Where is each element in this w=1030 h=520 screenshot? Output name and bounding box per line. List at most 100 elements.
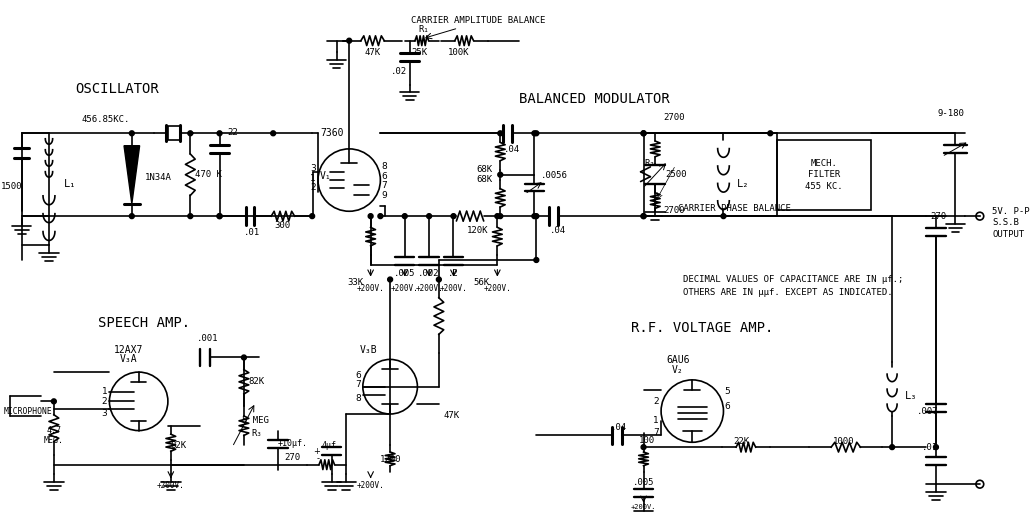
Text: 5 MEG: 5 MEG — [242, 417, 269, 425]
Text: L₃: L₃ — [904, 392, 918, 401]
Text: R₃: R₃ — [251, 429, 263, 438]
Bar — [777, 140, 870, 210]
Text: 1: 1 — [310, 174, 316, 183]
Text: 270: 270 — [930, 212, 946, 221]
Circle shape — [497, 131, 503, 136]
Text: 4.7: 4.7 — [46, 426, 62, 435]
Text: DECIMAL VALUES OF CAPACITANCE ARE IN μf.;: DECIMAL VALUES OF CAPACITANCE ARE IN μf.… — [683, 275, 903, 284]
Circle shape — [641, 131, 646, 136]
Text: 6: 6 — [724, 402, 730, 411]
Text: +: + — [313, 447, 320, 456]
Circle shape — [241, 355, 246, 360]
Text: .04: .04 — [611, 423, 627, 432]
Text: MICROPHONE: MICROPHONE — [3, 407, 52, 415]
Circle shape — [217, 214, 222, 218]
Text: R₂: R₂ — [645, 159, 655, 167]
Text: 470 K: 470 K — [195, 170, 222, 179]
Circle shape — [641, 445, 646, 450]
Circle shape — [641, 214, 646, 218]
Circle shape — [534, 214, 539, 218]
Text: V₃A: V₃A — [121, 354, 138, 365]
Text: 9-180: 9-180 — [937, 109, 964, 118]
Text: 4µf.: 4µf. — [321, 441, 342, 450]
Circle shape — [721, 214, 726, 218]
Text: 8: 8 — [355, 394, 360, 403]
Circle shape — [217, 131, 222, 136]
Text: L₁: L₁ — [64, 179, 76, 189]
Text: 8: 8 — [381, 162, 387, 171]
Text: .01: .01 — [244, 228, 260, 237]
Text: +200V.: +200V. — [157, 481, 184, 490]
Bar — [168, 126, 179, 140]
Text: 68K: 68K — [476, 175, 492, 184]
Text: 456.85KC.: 456.85KC. — [81, 115, 130, 124]
Circle shape — [451, 214, 456, 218]
Text: 7: 7 — [653, 428, 659, 437]
Circle shape — [387, 277, 392, 282]
Text: .001: .001 — [197, 334, 218, 343]
Circle shape — [347, 38, 351, 43]
Text: FILTER: FILTER — [808, 170, 840, 179]
Circle shape — [531, 131, 537, 136]
Circle shape — [494, 214, 500, 218]
Circle shape — [497, 214, 503, 218]
Text: L₂: L₂ — [737, 179, 750, 189]
Text: 270: 270 — [284, 453, 301, 462]
Text: 47K: 47K — [365, 48, 381, 58]
Text: 1N34A: 1N34A — [144, 173, 171, 181]
Text: 12AX7: 12AX7 — [114, 345, 143, 355]
Text: .01: .01 — [922, 443, 938, 452]
Circle shape — [641, 214, 646, 218]
Text: +200V.: +200V. — [356, 284, 384, 293]
Text: 47K: 47K — [444, 411, 459, 421]
Text: 1000: 1000 — [832, 437, 854, 446]
Text: 22: 22 — [228, 128, 238, 137]
Text: .007: .007 — [917, 407, 938, 415]
Text: 1500: 1500 — [1, 183, 23, 191]
Circle shape — [130, 214, 134, 218]
Text: +200V.: +200V. — [356, 481, 384, 490]
Text: 6: 6 — [381, 172, 387, 180]
Circle shape — [437, 277, 441, 282]
Circle shape — [52, 399, 57, 404]
Text: V₂: V₂ — [672, 365, 684, 375]
Text: 7: 7 — [355, 380, 360, 389]
Text: 5: 5 — [724, 387, 730, 396]
Text: 3: 3 — [102, 409, 107, 418]
Text: CARRIER PHASE BALANCE: CARRIER PHASE BALANCE — [678, 204, 791, 213]
Circle shape — [641, 131, 646, 136]
Text: R.F. VOLTAGE AMP.: R.F. VOLTAGE AMP. — [630, 321, 774, 335]
Text: .005: .005 — [394, 269, 415, 278]
Circle shape — [378, 214, 383, 218]
Text: .02: .02 — [390, 68, 407, 76]
Text: 100K: 100K — [448, 48, 469, 58]
Text: .2: .2 — [448, 269, 458, 278]
Text: S.S.B: S.S.B — [993, 218, 1020, 227]
Text: +200V.: +200V. — [440, 284, 468, 293]
Text: .002: .002 — [418, 269, 440, 278]
Text: 68K: 68K — [476, 165, 492, 174]
Text: .0056: .0056 — [541, 171, 569, 179]
Circle shape — [187, 131, 193, 136]
Text: 120K: 120K — [467, 226, 488, 235]
Text: +10µf.: +10µf. — [278, 439, 308, 448]
Text: BALANCED MODULATOR: BALANCED MODULATOR — [519, 92, 671, 106]
Circle shape — [534, 131, 539, 136]
Text: 3: 3 — [310, 164, 316, 173]
Text: +200V.: +200V. — [415, 284, 443, 293]
Circle shape — [534, 257, 539, 263]
Circle shape — [933, 445, 938, 450]
Text: -: - — [317, 454, 320, 463]
Text: 82K: 82K — [171, 440, 186, 450]
Circle shape — [497, 172, 503, 177]
Text: +200V.: +200V. — [483, 284, 511, 293]
Text: +200V.: +200V. — [390, 284, 418, 293]
Circle shape — [368, 214, 373, 218]
Text: 22K: 22K — [733, 437, 749, 446]
Text: V₃B: V₃B — [359, 345, 377, 355]
Text: 9: 9 — [381, 191, 387, 200]
Text: 1: 1 — [102, 387, 107, 396]
Circle shape — [403, 214, 407, 218]
Text: 33K: 33K — [348, 278, 364, 287]
Text: 2700: 2700 — [663, 113, 685, 122]
